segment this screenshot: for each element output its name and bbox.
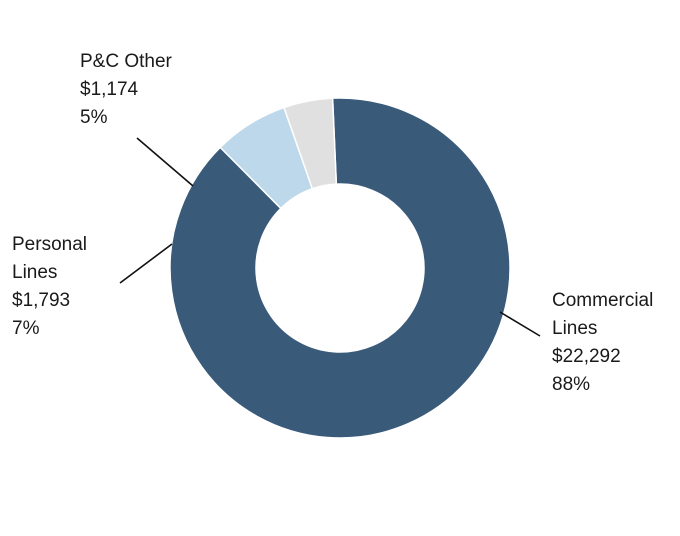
label-value-commercial-lines: $22,292 xyxy=(552,346,621,367)
label-percent-p-c-other: 5% xyxy=(80,107,108,128)
label-name-personal-lines: Personal xyxy=(12,234,87,255)
label-name-personal-lines: Lines xyxy=(12,262,57,283)
data-label-commercial-lines: Commercial Lines $22,292 88% xyxy=(552,290,653,395)
label-value-p-c-other: $1,174 xyxy=(80,79,139,100)
slice-p-c-other xyxy=(283,97,338,190)
label-name-commercial-lines: Commercial xyxy=(552,290,653,311)
slices xyxy=(169,97,511,439)
label-percent-personal-lines: 7% xyxy=(12,318,40,339)
data-label-personal-lines: Personal Lines $1,793 7% xyxy=(12,234,87,339)
slice-labels: Commercial Lines $22,292 88% Personal Lines $1… xyxy=(12,51,653,395)
leader-line-p-c-other xyxy=(136,137,194,187)
leader-line-personal-lines xyxy=(119,243,173,284)
label-name-commercial-lines: Lines xyxy=(552,318,597,339)
label-name-p-c-other: P&C Other xyxy=(80,51,173,72)
leader-line-commercial-lines xyxy=(499,311,541,337)
label-value-personal-lines: $1,793 xyxy=(12,290,70,311)
label-percent-commercial-lines: 88% xyxy=(552,374,590,395)
data-label-p-c-other: P&C Other $1,174 5% xyxy=(80,51,173,128)
leader-lines xyxy=(119,137,541,337)
